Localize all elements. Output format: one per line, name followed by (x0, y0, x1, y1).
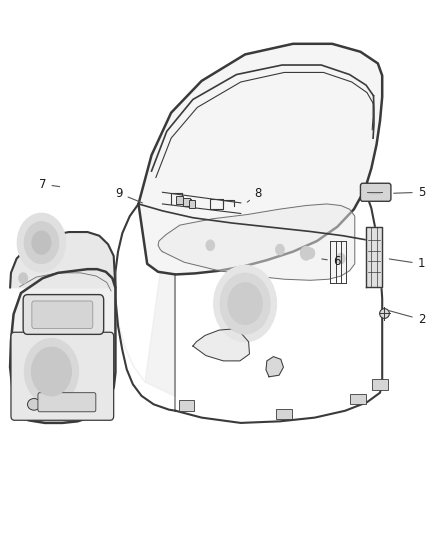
Text: 2: 2 (389, 311, 425, 326)
Circle shape (300, 246, 312, 260)
FancyBboxPatch shape (32, 301, 93, 328)
FancyBboxPatch shape (360, 183, 391, 201)
Bar (179, 400, 194, 411)
Polygon shape (366, 227, 382, 287)
Bar (183, 198, 190, 206)
FancyBboxPatch shape (38, 393, 96, 412)
Polygon shape (266, 357, 283, 377)
Ellipse shape (28, 399, 41, 410)
Circle shape (214, 265, 276, 342)
Circle shape (228, 282, 262, 325)
Circle shape (276, 244, 284, 255)
Polygon shape (10, 269, 116, 423)
Bar (276, 409, 292, 419)
Circle shape (25, 338, 78, 405)
FancyBboxPatch shape (11, 332, 114, 420)
Circle shape (306, 248, 315, 259)
Text: 7: 7 (39, 178, 60, 191)
Text: 5: 5 (394, 186, 425, 199)
Circle shape (206, 240, 215, 251)
Circle shape (32, 347, 71, 396)
Polygon shape (193, 329, 250, 361)
Bar (350, 394, 366, 405)
Text: 8: 8 (247, 187, 262, 202)
Circle shape (32, 231, 51, 254)
Text: 9: 9 (115, 187, 142, 203)
FancyBboxPatch shape (23, 295, 104, 334)
Text: 1: 1 (389, 257, 425, 270)
Bar (177, 196, 184, 205)
Bar (372, 379, 388, 390)
Polygon shape (10, 232, 116, 288)
Polygon shape (158, 204, 355, 280)
Polygon shape (138, 44, 382, 274)
Polygon shape (116, 204, 176, 397)
Circle shape (18, 214, 65, 272)
Circle shape (19, 273, 28, 284)
Text: 6: 6 (322, 255, 340, 268)
Circle shape (220, 273, 270, 334)
Circle shape (24, 222, 59, 264)
Circle shape (336, 253, 345, 264)
Bar (188, 200, 195, 208)
